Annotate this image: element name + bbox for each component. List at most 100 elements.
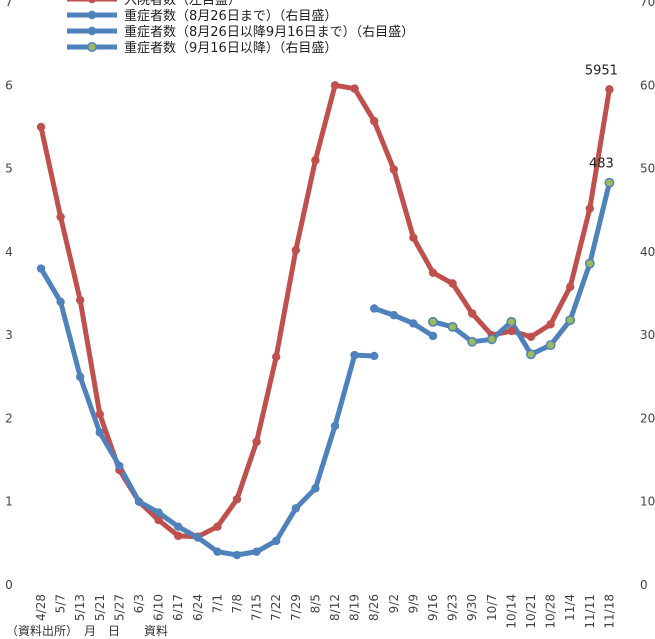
left-tick-label: 6 bbox=[5, 78, 13, 92]
series-line-0 bbox=[38, 82, 612, 540]
left-axis-ticks: 0 1 2 3 4 5 6 7 bbox=[5, 0, 13, 592]
x-tick-label: 11/4 bbox=[563, 594, 577, 621]
series-0-point bbox=[311, 156, 320, 165]
legend-swatch-marker bbox=[87, 26, 97, 36]
x-tick-label: 10/21 bbox=[524, 594, 538, 629]
series-0-point bbox=[252, 437, 261, 446]
x-tick-label: 5/21 bbox=[93, 594, 107, 621]
series-3-point bbox=[467, 336, 478, 347]
series-1-point bbox=[36, 264, 46, 273]
x-tick-label: 5/7 bbox=[54, 594, 68, 613]
series-1-point bbox=[95, 428, 105, 437]
x-tick-label: 6/3 bbox=[132, 594, 146, 613]
series-0-point bbox=[389, 165, 398, 174]
series-line-1 bbox=[38, 266, 377, 558]
series-0-point bbox=[566, 282, 575, 292]
x-tick-label: 9/16 bbox=[426, 594, 440, 621]
x-tick-label: 8/26 bbox=[367, 594, 381, 621]
left-tick-label: 0 bbox=[5, 578, 13, 592]
series-3-point bbox=[526, 349, 536, 360]
series-0-point bbox=[95, 410, 105, 419]
right-tick-label: 700 bbox=[640, 0, 655, 9]
series-1-point bbox=[232, 550, 242, 560]
x-tick-label: 9/2 bbox=[387, 594, 401, 613]
series-2-point bbox=[409, 319, 418, 328]
x-tick-label: 9/30 bbox=[465, 594, 479, 621]
left-tick-label: 7 bbox=[5, 0, 13, 9]
right-tick-label: 400 bbox=[640, 245, 655, 259]
x-tick-label: 6/17 bbox=[171, 594, 185, 621]
x-tick-label: 5/27 bbox=[112, 594, 126, 621]
series-1-point bbox=[272, 536, 281, 546]
legend-label: 入院者数（左目盛） bbox=[124, 0, 241, 8]
series-0-point bbox=[370, 116, 379, 126]
x-axis-ticks: 4/28 5/7 5/13 5/21 5/27 6/3 6/10 6/17 6/24 7/1 7/8… bbox=[34, 594, 616, 629]
series-3-point bbox=[447, 321, 458, 332]
right-tick-label: 600 bbox=[640, 78, 655, 92]
series-3-point bbox=[486, 334, 497, 345]
series-1-point bbox=[154, 508, 163, 517]
series-1-point bbox=[115, 461, 124, 471]
series-2-point bbox=[389, 310, 398, 320]
series-0-point bbox=[546, 320, 555, 329]
right-tick-label: 100 bbox=[640, 495, 655, 509]
series-1-point bbox=[330, 421, 340, 431]
series-0-point bbox=[448, 279, 457, 288]
series-0-point bbox=[76, 295, 85, 305]
legend: 入院者数（左目盛）重症者数（8月26日まで）（右目盛）重症者数（8月26日以降9… bbox=[67, 0, 414, 56]
left-tick-label: 2 bbox=[5, 411, 13, 425]
series-1-point bbox=[193, 533, 202, 542]
data-label: 5951 bbox=[585, 63, 618, 78]
left-tick-label: 4 bbox=[5, 245, 13, 259]
right-tick-label: 0 bbox=[640, 578, 648, 592]
series-0-point bbox=[585, 204, 594, 213]
left-tick-label: 1 bbox=[5, 495, 13, 509]
x-tick-label: 7/1 bbox=[210, 594, 224, 613]
x-tick-label: 11/18 bbox=[602, 594, 616, 629]
x-tick-label: 7/29 bbox=[289, 594, 303, 621]
legend-swatch-marker bbox=[87, 10, 97, 20]
series-1-point bbox=[134, 497, 144, 506]
x-tick-label: 5/13 bbox=[73, 594, 87, 621]
legend-swatch-marker bbox=[87, 0, 97, 4]
series-0-point bbox=[232, 495, 242, 504]
left-tick-label: 5 bbox=[5, 162, 13, 176]
series-1-point bbox=[350, 350, 359, 360]
series-0-point bbox=[428, 268, 438, 277]
series-0-point bbox=[468, 309, 477, 318]
series-0-point bbox=[174, 531, 183, 541]
data-labels: 5951 483 bbox=[585, 63, 618, 171]
series-3-point bbox=[604, 177, 615, 188]
series-3-point bbox=[584, 258, 595, 269]
x-tick-label: 9/23 bbox=[446, 594, 460, 621]
right-tick-label: 200 bbox=[640, 411, 655, 425]
right-tick-label: 300 bbox=[640, 328, 655, 342]
series-0-point bbox=[36, 122, 46, 132]
x-tick-label: 10/14 bbox=[504, 594, 518, 629]
series-0-point bbox=[291, 245, 300, 255]
series-1-point bbox=[213, 547, 222, 556]
x-tick-label: 10/7 bbox=[485, 594, 499, 621]
series-1-point bbox=[311, 484, 320, 493]
x-tick-label: 6/10 bbox=[152, 594, 166, 621]
series-0-point bbox=[350, 84, 359, 93]
legend-swatch-marker bbox=[87, 42, 97, 52]
series-1-point bbox=[252, 547, 261, 556]
series-1-point bbox=[56, 297, 65, 307]
series-3-point bbox=[506, 316, 517, 327]
series-0-point bbox=[507, 326, 516, 336]
series-0-point bbox=[272, 352, 281, 361]
series-0-point bbox=[154, 515, 163, 525]
series-1-point bbox=[370, 351, 379, 361]
left-tick-label: 3 bbox=[5, 328, 13, 342]
series-0-point bbox=[605, 85, 614, 94]
x-tick-label: 8/12 bbox=[328, 594, 342, 621]
series-0-point bbox=[213, 522, 222, 531]
series-1-point bbox=[291, 504, 300, 513]
x-tick-label: 6/24 bbox=[191, 594, 205, 621]
series-0-point bbox=[409, 233, 418, 242]
series-0-point bbox=[56, 212, 65, 222]
x-tick-label: 9/9 bbox=[406, 594, 420, 613]
legend-label: 重症者数（8月26日まで）（右目盛） bbox=[124, 8, 337, 24]
